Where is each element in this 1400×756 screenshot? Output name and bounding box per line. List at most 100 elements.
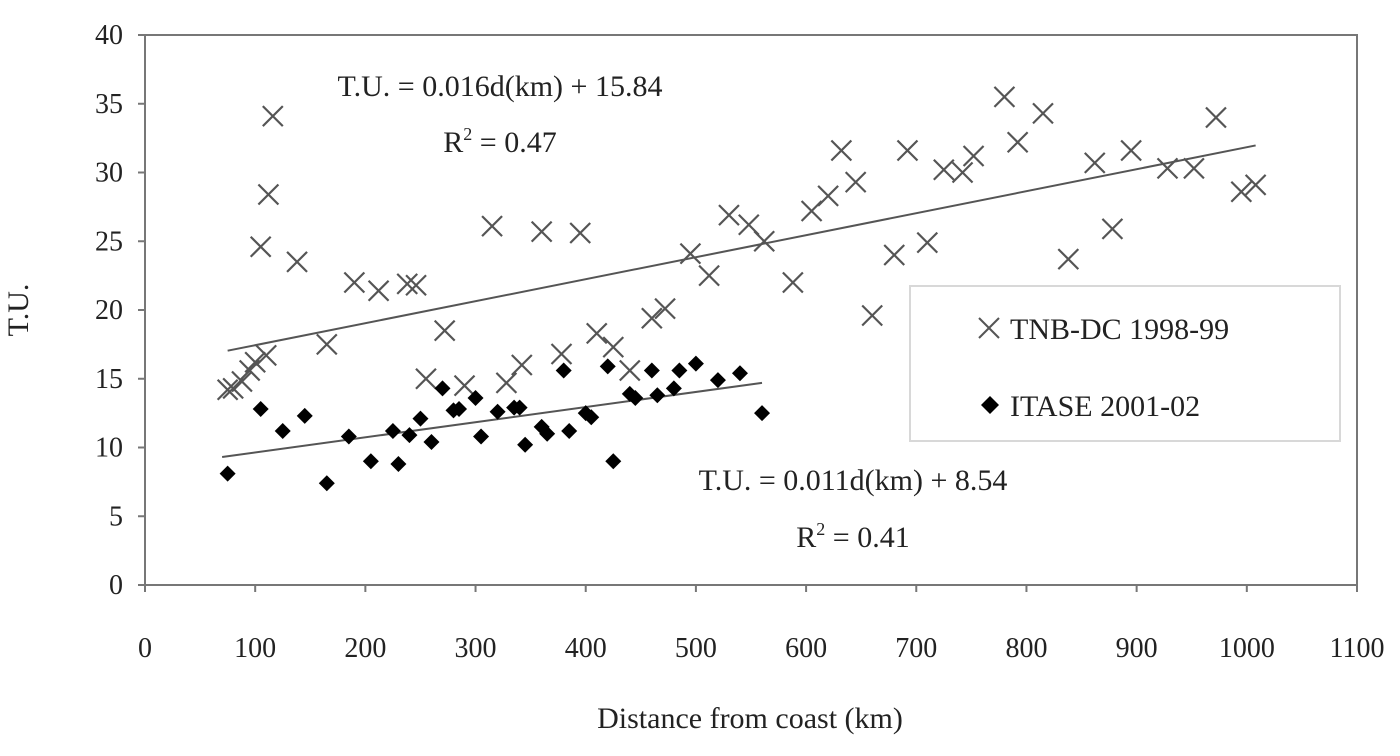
x-tick-label: 600 (785, 633, 827, 664)
itase-r2-prefix: R (796, 521, 816, 554)
tnb-data-point (316, 333, 338, 356)
y-axis-ticks: 0 5 10 15 20 25 30 35 40 (95, 20, 145, 601)
tnb-data-point (367, 279, 390, 302)
tnb-data-point (262, 105, 284, 127)
y-tick-label: 10 (95, 433, 123, 464)
itase-data-point (467, 390, 484, 406)
itase-data-point (731, 365, 748, 382)
tnb-data-point (222, 377, 244, 400)
legend-label-tnb: TNB-DC 1998-99 (1010, 313, 1229, 346)
itase-r2-value: = 0.41 (825, 521, 909, 554)
itase-data-point (296, 407, 313, 424)
tnb-data-point (933, 158, 955, 181)
tnb-r2-value: = 0.47 (472, 126, 556, 159)
tnb-data-point (286, 251, 308, 273)
itase-data-point (583, 409, 600, 426)
tnb-data-point (916, 231, 939, 254)
tnb-data-point (257, 183, 280, 206)
tnb-data-point (481, 215, 503, 237)
itase-equation-label: T.U. = 0.011d(km) + 8.54 (699, 464, 1008, 497)
legend-marker-diamond (981, 396, 999, 414)
itase-data-point (665, 380, 682, 397)
x-tick-label: 300 (455, 633, 497, 664)
tnb-data-point (255, 344, 277, 367)
x-tick-label: 1000 (1219, 633, 1275, 664)
itase-data-point (561, 423, 578, 439)
y-tick-label: 15 (95, 364, 123, 395)
tnb-data-point (861, 304, 883, 327)
itase-data-point (219, 465, 236, 482)
tnb-data-point (530, 220, 553, 243)
tnb-data-point (1230, 180, 1253, 203)
tnb-r2-label: R2 = 0.47 (443, 124, 556, 159)
tnb-data-point (951, 161, 974, 184)
itase-data-point (401, 427, 418, 444)
tnb-data-point (1057, 248, 1080, 270)
tnb-data-point (817, 185, 839, 207)
trendline-itase (221, 381, 763, 458)
x-axis-ticks: 0 100 200 300 400 500 600 700 800 900 1000 1100 (138, 585, 1384, 664)
x-tick-label: 700 (895, 633, 937, 664)
tnb-data-point (511, 354, 533, 376)
tnb-data-point (343, 271, 366, 294)
tnb-data-point (993, 86, 1016, 108)
tnb-r2-superscript: 2 (463, 124, 472, 144)
itase-data-point (511, 399, 528, 416)
tnb-data-point (495, 372, 518, 394)
itase-data-point (340, 428, 357, 445)
tnb-data-point (641, 307, 663, 330)
y-axis-title: T.U. (2, 284, 35, 337)
itase-data-point (390, 456, 407, 472)
itase-data-point (384, 423, 401, 439)
x-tick-label: 500 (675, 633, 717, 664)
itase-data-point (649, 387, 666, 404)
legend-label-itase: ITASE 2001-02 (1010, 390, 1200, 423)
tnb-data-point (405, 274, 427, 297)
tnb-data-point (844, 171, 867, 193)
trendline-tnb (227, 144, 1256, 352)
itase-data-point (473, 428, 490, 445)
itase-data-point (605, 453, 622, 470)
itase-data-point (451, 401, 468, 417)
itase-data-point (489, 403, 506, 420)
tnb-data-point (244, 351, 266, 374)
tnb-r2-prefix: R (443, 126, 463, 159)
itase-data-point (687, 355, 704, 372)
y-tick-label: 25 (95, 226, 123, 257)
itase-data-point (539, 425, 556, 442)
tnb-data-point (453, 374, 476, 397)
tnb-data-point (1083, 152, 1106, 174)
tnb-data-point (698, 264, 720, 287)
y-tick-label: 20 (95, 295, 123, 326)
trendlines (221, 144, 1256, 458)
tnb-data-point (1101, 218, 1124, 240)
y-tick-label: 35 (95, 89, 123, 120)
x-tick-label: 400 (565, 633, 607, 664)
tnb-data-point (569, 222, 591, 244)
itase-data-point (412, 410, 429, 427)
tnb-data-point (1244, 174, 1267, 196)
x-tick-label: 900 (1116, 633, 1158, 664)
tnb-equation-label: T.U. = 0.016d(km) + 15.84 (338, 70, 663, 103)
y-tick-label: 40 (95, 20, 123, 51)
tnb-data-point (782, 271, 804, 294)
tnb-data-point (415, 367, 437, 390)
tnb-data-point (619, 359, 641, 382)
x-tick-label: 800 (1005, 633, 1047, 664)
itase-data-point (274, 423, 291, 439)
x-axis-title: Distance from coast (km) (597, 702, 903, 735)
itase-data-point (318, 475, 335, 492)
tnb-data-point (883, 244, 906, 266)
x-tick-label: 100 (234, 633, 276, 664)
itase-data-point (599, 358, 616, 375)
legend-box (909, 285, 1341, 442)
tnb-data-point (1032, 102, 1054, 125)
tnb-data-point (1183, 157, 1205, 180)
tnb-data-point (249, 235, 272, 258)
tnb-data-point (1205, 106, 1227, 129)
y-tick-label: 0 (109, 570, 123, 601)
tnb-data-point (1156, 157, 1179, 180)
tnb-data-point (433, 319, 456, 342)
tnb-data-point (753, 230, 775, 253)
